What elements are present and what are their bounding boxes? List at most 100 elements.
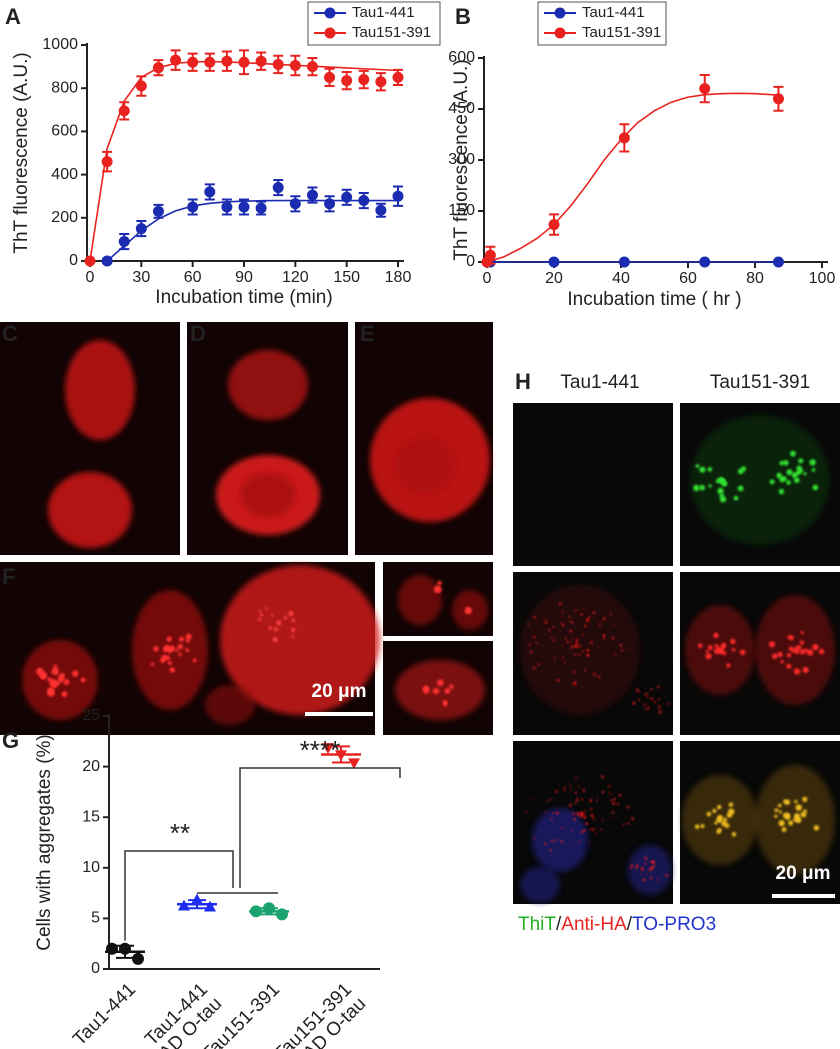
marker — [358, 195, 370, 207]
x-tick-label: 0 — [483, 270, 492, 287]
x-tick-label: 60 — [184, 269, 202, 286]
marker — [204, 186, 216, 198]
granule — [617, 802, 620, 805]
granule — [175, 648, 179, 652]
granule — [291, 618, 296, 623]
granule — [603, 617, 606, 619]
granule — [584, 809, 587, 812]
granule — [544, 621, 548, 624]
granule — [552, 625, 555, 628]
granule — [583, 816, 586, 819]
granule — [577, 785, 580, 788]
granule — [717, 487, 724, 495]
granule — [585, 822, 589, 825]
granule — [72, 670, 79, 677]
granule — [169, 667, 174, 672]
granule — [608, 792, 611, 795]
marker — [484, 249, 496, 261]
granule — [728, 808, 735, 815]
granule — [464, 606, 472, 615]
granule — [576, 796, 579, 799]
granule — [642, 878, 646, 882]
granule — [561, 611, 564, 614]
granule — [592, 828, 595, 831]
granule — [646, 692, 649, 695]
granule — [185, 633, 192, 640]
granule — [590, 808, 593, 811]
granule — [768, 641, 776, 648]
granule — [47, 687, 55, 695]
marker — [101, 255, 113, 267]
y-tick-label: 800 — [51, 79, 78, 96]
y-tick-label: 10 — [82, 859, 100, 876]
granule — [619, 644, 623, 647]
caption: ThiT/Anti-HA/TO-PRO3 — [518, 914, 716, 935]
granule — [787, 635, 791, 639]
granule — [153, 646, 159, 652]
granule — [772, 653, 778, 660]
granule — [611, 799, 614, 802]
caption-part: ThiT — [518, 914, 556, 935]
granule — [599, 621, 601, 624]
significance-bracket — [124, 850, 234, 941]
granule — [590, 641, 593, 645]
granule — [573, 671, 576, 673]
granule — [812, 644, 819, 651]
granule — [614, 653, 617, 656]
granule — [668, 702, 671, 705]
granule — [778, 810, 782, 814]
granule — [720, 645, 725, 650]
legend-marker — [554, 7, 566, 19]
granule — [543, 618, 545, 620]
granule — [614, 802, 616, 805]
granule — [555, 811, 559, 815]
cell — [48, 472, 132, 548]
granule — [599, 828, 602, 831]
granule — [611, 638, 614, 641]
granule — [723, 817, 727, 822]
granule — [598, 675, 601, 678]
granule — [432, 687, 440, 695]
granule — [561, 645, 564, 647]
granule — [610, 613, 612, 615]
x-axis-label: Incubation time (min) — [155, 287, 332, 308]
granule — [560, 827, 563, 829]
granule — [185, 638, 190, 643]
marker — [118, 105, 130, 117]
granule — [273, 627, 278, 632]
granule — [433, 585, 442, 594]
granule — [572, 637, 575, 640]
granule — [569, 620, 571, 623]
x-tick-label: 0 — [86, 269, 95, 286]
granule — [569, 804, 572, 807]
granule — [47, 677, 52, 682]
granule — [613, 797, 616, 800]
cell — [228, 350, 308, 420]
granule — [796, 465, 802, 471]
granule — [786, 652, 792, 658]
y-tick-label: 20 — [82, 758, 100, 775]
granule — [594, 832, 597, 834]
granule — [783, 460, 789, 466]
marker — [263, 902, 275, 915]
granule — [553, 655, 556, 658]
granule — [575, 639, 579, 642]
granule — [809, 459, 816, 466]
granule — [779, 460, 785, 466]
granule — [786, 663, 792, 669]
granule — [800, 630, 804, 635]
fit-line — [486, 92, 782, 263]
granule — [627, 822, 630, 825]
granule — [638, 698, 641, 701]
granule — [533, 616, 536, 619]
granule — [268, 626, 273, 630]
granule — [699, 484, 705, 491]
granule — [790, 450, 796, 457]
granule — [737, 468, 744, 475]
granule — [720, 477, 725, 483]
granule — [778, 488, 785, 495]
granule — [799, 649, 806, 655]
granule — [575, 645, 578, 648]
cell — [395, 437, 455, 493]
panel-letter: F — [2, 564, 15, 589]
